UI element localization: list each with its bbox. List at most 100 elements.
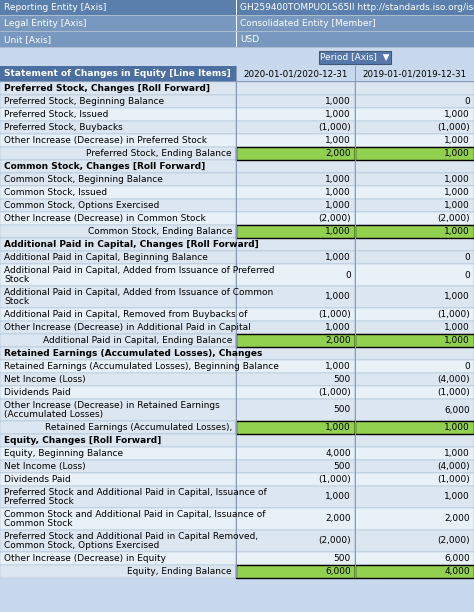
Bar: [355, 66, 474, 82]
Text: 1,000: 1,000: [444, 449, 470, 458]
Text: Preferred Stock, Beginning Balance: Preferred Stock, Beginning Balance: [4, 97, 164, 106]
Text: 0: 0: [464, 97, 470, 106]
Text: Additional Paid in Capital, Removed from Buybacks of: Additional Paid in Capital, Removed from…: [4, 310, 247, 319]
Text: Common Stock, Ending Balance: Common Stock, Ending Balance: [88, 227, 232, 236]
Text: 4,000: 4,000: [444, 567, 470, 576]
Bar: [355, 473, 356, 486]
Bar: [236, 334, 237, 347]
Text: (Accumulated Losses): (Accumulated Losses): [4, 410, 103, 419]
Bar: [0, 48, 474, 66]
Bar: [0, 360, 236, 373]
Bar: [0, 225, 236, 238]
Bar: [355, 95, 356, 108]
Text: 1,000: 1,000: [444, 188, 470, 197]
Text: Unit [Axis]: Unit [Axis]: [4, 35, 51, 45]
Bar: [236, 473, 237, 486]
Bar: [236, 66, 237, 82]
Text: Net Income (Loss): Net Income (Loss): [4, 462, 86, 471]
Text: 0: 0: [464, 362, 470, 371]
Text: 1,000: 1,000: [444, 227, 470, 236]
Text: Statement of Changes in Equity [Line Items]: Statement of Changes in Equity [Line Ite…: [4, 70, 231, 78]
Text: 1,000: 1,000: [444, 493, 470, 501]
Bar: [355, 108, 474, 121]
Bar: [355, 421, 356, 434]
Bar: [355, 447, 356, 460]
Text: Equity, Changes [Roll Forward]: Equity, Changes [Roll Forward]: [4, 436, 161, 445]
Bar: [0, 251, 236, 264]
Text: Retained Earnings (Accumulated Losses), Changes: Retained Earnings (Accumulated Losses), …: [4, 349, 263, 358]
Bar: [236, 530, 355, 552]
Text: 500: 500: [334, 554, 351, 563]
Bar: [355, 82, 356, 95]
Bar: [236, 186, 237, 199]
Text: Stock: Stock: [4, 297, 29, 307]
Bar: [236, 95, 237, 108]
Bar: [0, 212, 236, 225]
Text: 1,000: 1,000: [325, 136, 351, 145]
Bar: [355, 552, 356, 565]
Bar: [0, 173, 236, 186]
Bar: [355, 399, 356, 421]
Text: Other Increase (Decrease) in Additional Paid in Capital: Other Increase (Decrease) in Additional …: [4, 323, 251, 332]
Bar: [355, 173, 474, 186]
Text: (1,000): (1,000): [318, 388, 351, 397]
Text: 500: 500: [334, 406, 351, 414]
Bar: [0, 108, 236, 121]
Bar: [355, 530, 356, 552]
Text: 1,000: 1,000: [444, 423, 470, 432]
Bar: [0, 32, 474, 48]
Text: 6,000: 6,000: [444, 406, 470, 414]
Text: Preferred Stock, Changes [Roll Forward]: Preferred Stock, Changes [Roll Forward]: [4, 84, 210, 93]
Text: GH259400TOMPUOLS65II http://standards.iso.org/iso/17442: GH259400TOMPUOLS65II http://standards.is…: [240, 4, 474, 12]
Bar: [355, 199, 474, 212]
Bar: [355, 160, 474, 173]
Bar: [355, 552, 474, 565]
Text: 1,000: 1,000: [325, 201, 351, 210]
Text: 500: 500: [334, 375, 351, 384]
Text: Retained Earnings (Accumulated Losses), Beginning Balance: Retained Earnings (Accumulated Losses), …: [4, 362, 279, 371]
Bar: [355, 334, 474, 347]
Text: 2019-01-01/2019-12-31: 2019-01-01/2019-12-31: [363, 70, 466, 78]
Bar: [236, 251, 355, 264]
Bar: [0, 386, 236, 399]
Text: 2,000: 2,000: [325, 149, 351, 158]
Bar: [0, 473, 236, 486]
Text: Preferred Stock and Additional Paid in Capital, Issuance of: Preferred Stock and Additional Paid in C…: [4, 488, 267, 497]
Text: Common Stock and Additional Paid in Capital, Issuance of: Common Stock and Additional Paid in Capi…: [4, 510, 265, 519]
Text: 0: 0: [464, 271, 470, 280]
Text: USD: USD: [240, 35, 259, 45]
Bar: [355, 121, 356, 134]
Bar: [236, 421, 237, 434]
Bar: [0, 347, 236, 360]
Bar: [0, 47, 474, 48]
Bar: [355, 399, 474, 421]
Bar: [0, 264, 236, 286]
Bar: [236, 347, 355, 360]
Bar: [236, 32, 237, 48]
Bar: [236, 212, 355, 225]
Bar: [355, 460, 356, 473]
Bar: [319, 51, 391, 64]
Text: 1,000: 1,000: [325, 97, 351, 106]
Bar: [355, 434, 356, 447]
Bar: [0, 399, 236, 421]
Bar: [355, 186, 356, 199]
Bar: [355, 147, 356, 160]
Bar: [355, 82, 474, 95]
Text: Reporting Entity [Axis]: Reporting Entity [Axis]: [4, 4, 106, 12]
Bar: [355, 264, 474, 286]
Text: (1,000): (1,000): [318, 310, 351, 319]
Bar: [355, 66, 356, 82]
Bar: [355, 373, 474, 386]
Bar: [355, 251, 356, 264]
Bar: [236, 264, 237, 286]
Bar: [236, 66, 355, 82]
Text: Common Stock, Changes [Roll Forward]: Common Stock, Changes [Roll Forward]: [4, 162, 205, 171]
Text: Dividends Paid: Dividends Paid: [4, 475, 71, 484]
Bar: [355, 373, 356, 386]
Text: 1,000: 1,000: [444, 136, 470, 145]
Bar: [355, 434, 474, 447]
Text: Common Stock, Beginning Balance: Common Stock, Beginning Balance: [4, 175, 163, 184]
Text: 4,000: 4,000: [325, 449, 351, 458]
Bar: [0, 238, 236, 251]
